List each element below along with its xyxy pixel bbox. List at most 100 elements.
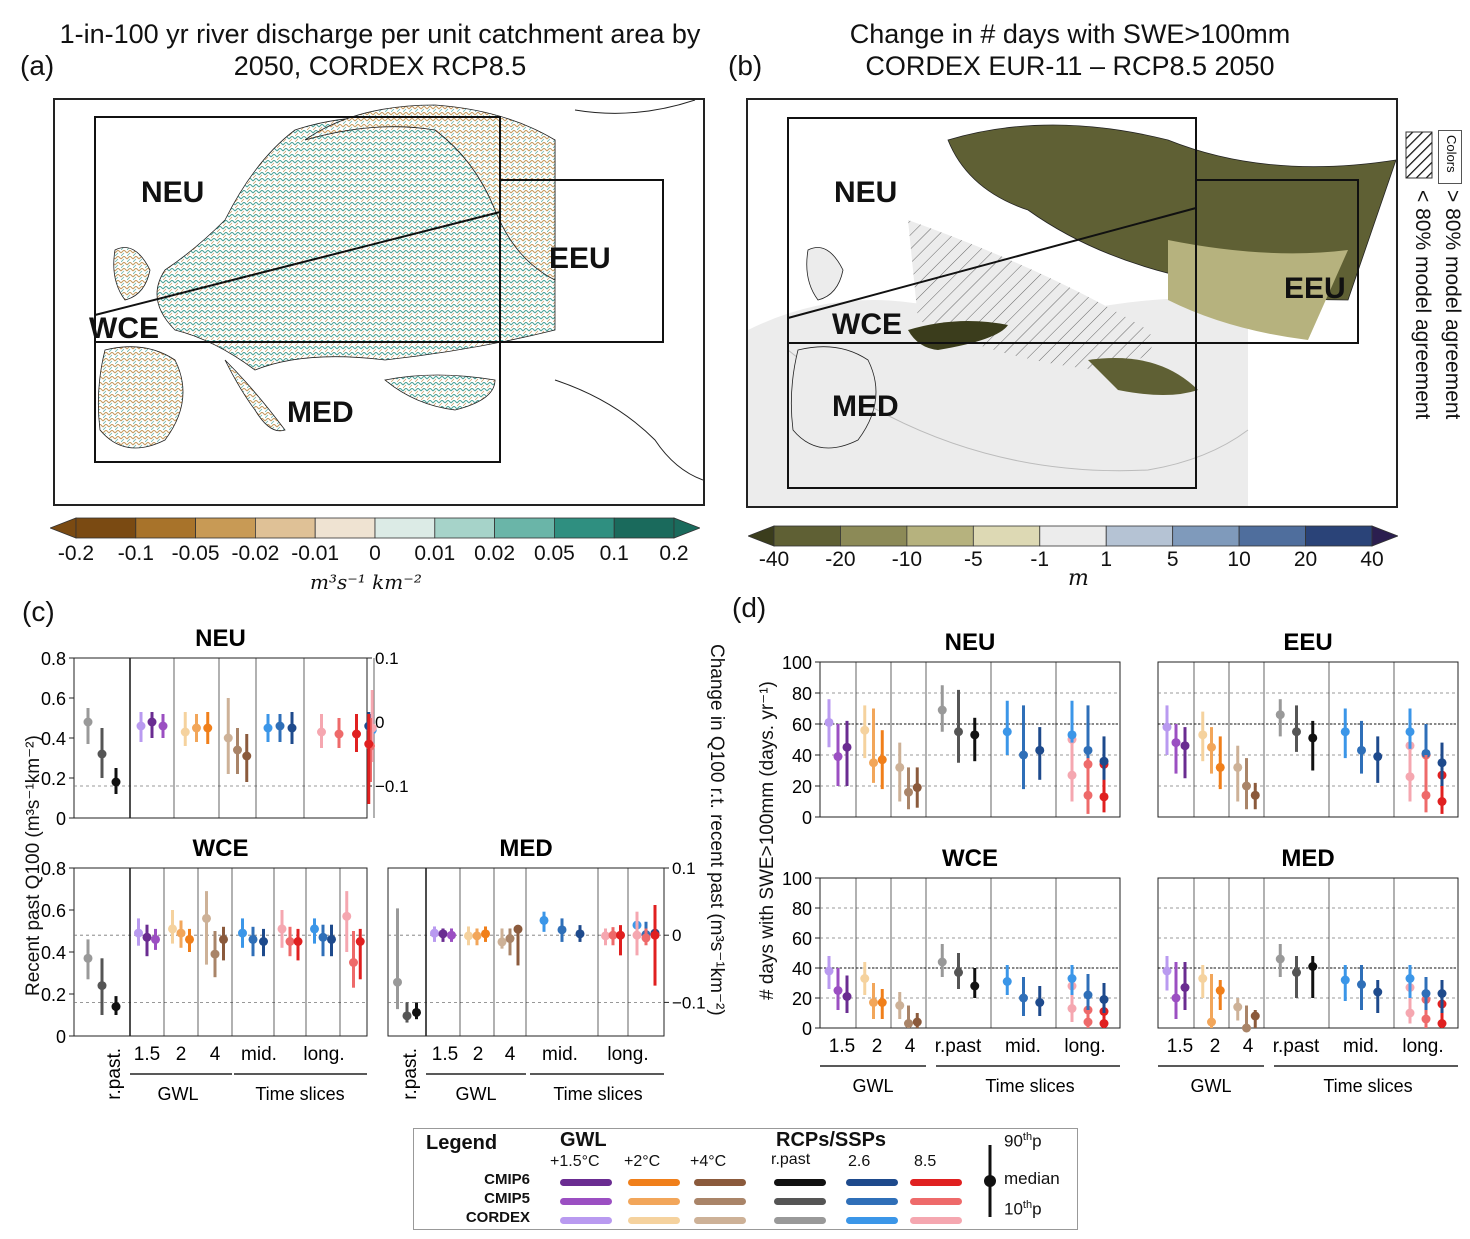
errorbar-median-point: [242, 751, 252, 761]
errorbar-median-point: [203, 723, 213, 733]
y-tick-label: 0.6: [41, 901, 66, 921]
y-tick-label: 20: [792, 989, 812, 1009]
uk-land: [113, 247, 151, 301]
errorbar-median-point: [1421, 790, 1431, 800]
hatch-less-label: < 80% model agreement: [1411, 190, 1434, 420]
plot-frame: [819, 877, 1121, 1029]
colorbar-segment: [434, 517, 495, 539]
panel-c-label: (c): [22, 596, 55, 627]
panel-a-map-svg: [94, 100, 703, 481]
colorbar-segment: [1238, 525, 1306, 547]
panel-d-charts: NEU 0 20 40 60 80 100 EEU WCE 0 20 40 60 80 100 1.5 2 4 r.…: [782, 629, 1459, 1096]
errorbar-median-point: [954, 968, 963, 977]
errorbar-median-point: [1405, 1008, 1415, 1018]
legend-swatch: [774, 1217, 826, 1224]
y-tick-label: 0.2: [41, 985, 66, 1005]
errorbar-median-point: [1207, 742, 1216, 752]
legend-swatch: [560, 1179, 612, 1186]
errorbar-median-point: [1067, 974, 1077, 983]
y-tick-label-right: −0.1: [672, 993, 706, 1012]
region-label-eeu: EEU: [549, 242, 611, 275]
errorbar-median-point: [342, 911, 352, 921]
legend-gwl-col-2: +2°C: [624, 1153, 661, 1170]
errorbar-median-point: [275, 721, 285, 731]
colorbar-tick-label: -20: [825, 548, 856, 571]
region-label-med: MED: [287, 396, 354, 429]
errorbar-median-point: [219, 934, 228, 944]
errorbar-median-point: [168, 924, 177, 934]
panel-b-map: NEU WCE EEU MED: [746, 98, 1398, 508]
errorbar-median-point: [1437, 989, 1447, 998]
y-tick-label: 80: [792, 684, 812, 704]
errorbar-panel: WCE 0 20 40 60 80 100 1.5 2 4 r.past mid. long. GWL Ti…: [782, 845, 1121, 1096]
errorbar-median-point: [111, 777, 121, 787]
errorbar-median-point: [1180, 983, 1190, 992]
y-tick-label-right: 0: [375, 713, 384, 732]
y-tick-label: 0.8: [41, 649, 66, 669]
y-tick-label: 60: [792, 929, 812, 949]
legend-row-cmip5: CMIP5: [484, 1190, 530, 1207]
errorbar-median-point: [1162, 722, 1172, 732]
legend-swatch: [846, 1198, 898, 1205]
colorbar-segment: [1039, 525, 1107, 547]
colorbar-tick-label: 0: [369, 542, 381, 565]
x-tick-label: 1.5: [134, 1044, 160, 1065]
errorbar-median-point: [142, 932, 152, 942]
legend-rcp-col-1: r.past: [771, 1151, 811, 1168]
x-tick-label: 2: [1210, 1036, 1221, 1057]
errorbar-median-point: [364, 739, 374, 749]
errorbar-median-point: [937, 705, 947, 715]
panel-title: NEU: [945, 629, 996, 656]
colorbar-segment: [75, 517, 137, 539]
colorbar-tick-label: 20: [1293, 548, 1318, 571]
errorbar-median-point: [608, 930, 618, 940]
turkey-snow-decrease: [1088, 358, 1198, 395]
y-tick-label: 40: [792, 746, 812, 766]
errorbar-median-point: [1067, 1004, 1077, 1013]
errorbar-median-point: [147, 717, 157, 727]
errorbar-median-point: [1035, 745, 1045, 755]
errorbar-median-point: [293, 937, 303, 946]
group-label: Time slices: [985, 1076, 1074, 1096]
y-tick-label: 0.2: [41, 769, 66, 789]
x-tick-label: 4: [210, 1044, 221, 1065]
group-label: GWL: [157, 1084, 198, 1104]
errorbar-median-point: [641, 933, 651, 943]
legend-swatch: [560, 1198, 612, 1205]
colorbar-segment: [773, 525, 841, 547]
errorbar-median-point: [1340, 727, 1350, 737]
errorbar-median-point: [1019, 993, 1028, 1003]
errorbar-median-point: [824, 966, 834, 976]
colorbar-segment: [195, 517, 256, 539]
errorbar-median-point: [185, 934, 194, 944]
errorbar-median-point: [1308, 733, 1318, 743]
errorbar-median-point: [349, 958, 358, 967]
errorbar-median-point: [402, 1011, 412, 1021]
colorbar-tick-label: 40: [1360, 548, 1384, 571]
italy-land: [224, 359, 286, 432]
errorbar-median-point: [1421, 748, 1431, 758]
errorbar-median-point: [472, 931, 482, 941]
legend-rcp-col-3: 8.5: [914, 1153, 937, 1170]
legend-swatch: [910, 1179, 962, 1186]
legend-row-cmip6: CMIP6: [484, 1171, 530, 1188]
errorbar-median-point: [317, 727, 326, 737]
region-label-wce: WCE: [89, 312, 159, 345]
y-tick-label: 0: [56, 1027, 66, 1047]
region-label-wce: WCE: [832, 308, 902, 341]
y-tick-label: 0.4: [41, 943, 66, 963]
colorbar-arrow-high: [1371, 525, 1398, 547]
errorbar-median-point: [1421, 989, 1431, 998]
errorbar-median-point: [1099, 792, 1109, 802]
x-tick-label: 2: [176, 1044, 187, 1065]
errorbar-median-point: [1437, 1019, 1447, 1028]
iberia-land: [97, 346, 184, 449]
errorbar-median-point: [334, 729, 344, 739]
panel-b-map-svg: [748, 117, 1396, 506]
panel-title: WCE: [193, 835, 249, 862]
x-tick-label: long.: [1064, 1036, 1105, 1057]
errorbar-median-point: [1083, 790, 1093, 800]
errorbar-median-point: [632, 930, 642, 940]
errorbar-panel: MED 0.1 0 −0.1 r.past. 1.5 2 4 mid. long. GWL Time …: [387, 835, 706, 1104]
errorbar-median-point: [1171, 738, 1181, 748]
